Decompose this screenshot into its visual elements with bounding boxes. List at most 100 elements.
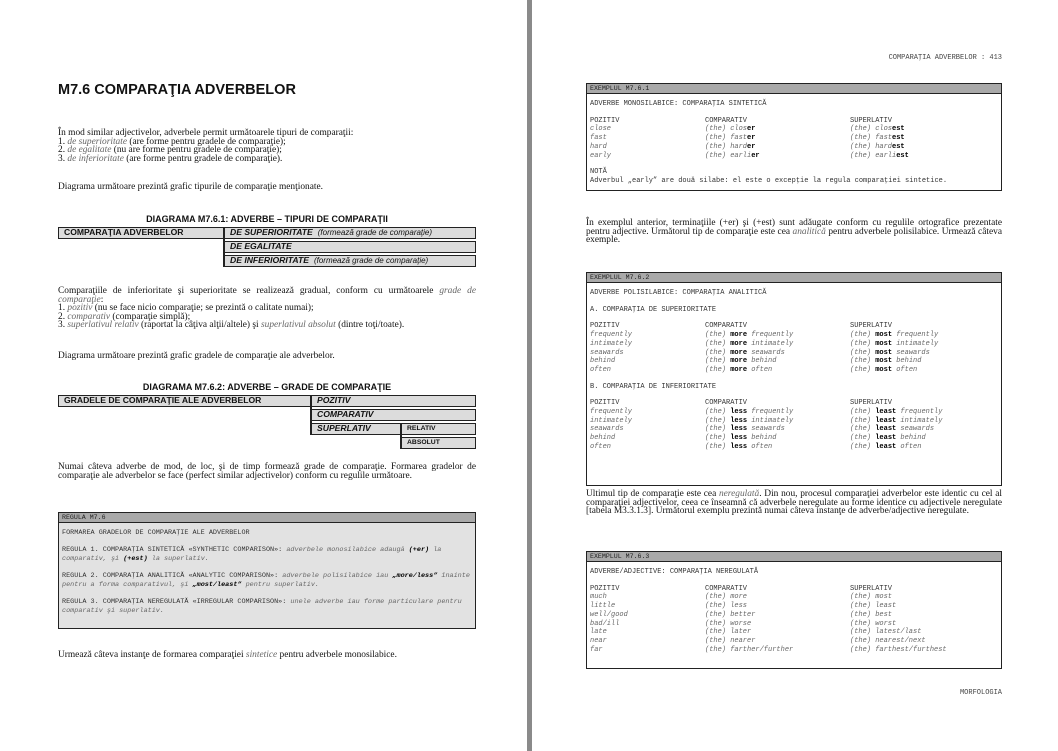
grades-list: Comparaţiile de inferioritate şi superio…: [58, 286, 476, 330]
text-segment: (the) less: [705, 602, 748, 611]
table-cell: seawards: [590, 425, 705, 434]
table-cell: little: [590, 602, 705, 611]
text-segment: (+er): [408, 546, 430, 554]
text-segment: unele adverbe iau forme particulare pent…: [62, 598, 462, 615]
text-segment: often: [747, 442, 773, 451]
branch-note: (formează grade de comparaţie): [317, 228, 433, 237]
diagram-1-branch: DE EGALITATE: [224, 241, 476, 253]
text-segment: est: [896, 151, 909, 160]
branch-note: (formează grade de comparaţie): [313, 256, 429, 265]
text-segment: (the) clos: [850, 125, 893, 134]
text-segment: intimately: [590, 416, 633, 425]
table-row: hard (the) harder (the) hardest: [590, 143, 997, 152]
text-segment: pentru superlativ.: [241, 581, 319, 589]
table-cell: close: [590, 125, 705, 134]
text-segment: (the): [850, 339, 876, 348]
table-cell: (the) least seawards: [850, 425, 997, 434]
column-header: COMPARATIV: [705, 584, 748, 593]
text-segment: frequently: [590, 408, 633, 417]
text-segment: Diagrama următoare prezintă grafic grade…: [58, 351, 335, 361]
text-segment: (the) nearer: [705, 636, 756, 645]
table-cell: (the) more often: [705, 366, 850, 375]
text-segment: (the): [850, 348, 876, 357]
text-segment: intimately: [896, 416, 943, 425]
table-cell: (the) better: [705, 611, 850, 620]
text-segment: more: [730, 339, 748, 348]
section-label: A. COMPARAŢIA DE SUPERIORITATE: [590, 305, 717, 314]
table-cell: (the) nearer: [705, 637, 850, 646]
text-segment: less: [730, 425, 748, 434]
text-segment: fast: [590, 134, 607, 143]
list-item: 1. pozitiv (nu se face nicio comparaţie;…: [58, 303, 476, 314]
table-cell: near: [590, 637, 705, 646]
text-segment: seawards: [747, 425, 785, 434]
text-segment: pentru adverbele monosilabice.: [277, 650, 397, 660]
text-segment: frequently: [747, 331, 794, 340]
column-header: COMPARATIV: [705, 322, 748, 331]
running-footer: MORFOLOGIA: [959, 689, 1002, 697]
text-segment: 1.: [58, 303, 68, 314]
text-segment: REGULA 2. COMPARAŢIA ANALITICĂ «ANALYTIC…: [62, 572, 283, 580]
text-segment: frequently: [892, 331, 939, 340]
text-segment: (the) farthest/furthest: [850, 645, 947, 654]
table-cell: far: [590, 646, 705, 655]
text-segment: er: [747, 142, 756, 151]
column-header: SUPERLATIV: [850, 116, 893, 125]
text-segment: superlativul absolut: [260, 320, 336, 331]
table-row: close (the) closer (the) closest: [590, 125, 997, 134]
table-row: seawards (the) more seawards (the) most se…: [590, 349, 997, 358]
text-segment: seawards: [896, 425, 935, 434]
rule-subtitle: FORMAREA GRADELOR DE COMPARAŢIE ALE ADVE…: [62, 529, 250, 537]
text-segment: frequently: [747, 408, 794, 417]
text-segment: behind: [590, 434, 616, 443]
note-text: Adverbul „early” are două silabe: el est…: [590, 176, 948, 185]
text-segment: est: [892, 125, 905, 134]
text-segment: close: [590, 125, 612, 134]
example-header: EXEMPLUL M7.6.1: [587, 84, 1001, 94]
text-segment: often: [896, 442, 922, 451]
table-cell: early: [590, 152, 705, 161]
text-segment: REGULA 3. COMPARAŢIA NEREGULATĂ «IRREGUL…: [62, 598, 291, 606]
example-box: EXEMPLUL M7.6.1 ADVERBE MONOSILABICE: CO…: [586, 83, 1002, 191]
text-segment: (the) nearest/next: [850, 636, 926, 645]
text-segment: intimately: [590, 339, 633, 348]
table-row: bad/ill (the) worse (the) worst: [590, 620, 997, 629]
text-segment: (the) more: [705, 593, 748, 602]
column-header: COMPARATIV: [705, 399, 748, 408]
example-header: EXEMPLUL M7.6.3: [587, 552, 1001, 562]
text-segment: most: [875, 365, 893, 374]
list-item: 3. superlativul relativ (raportat la câţ…: [58, 321, 476, 330]
paragraph: Comparaţiile de inferioritate şi superio…: [58, 286, 476, 304]
text-segment: (the): [850, 408, 876, 417]
text-segment: seawards: [892, 348, 930, 357]
text-segment: more: [730, 357, 748, 366]
text-segment: well/good: [590, 610, 628, 619]
text-segment: Numai câteva adverbe de mod, de loc, şi …: [58, 462, 476, 481]
list-item: 2. de egalitate (nu are forme pentru gra…: [58, 145, 476, 154]
text-segment: (the) hard: [705, 142, 748, 151]
table-cell: (the) least: [850, 602, 997, 611]
text-segment: (the) least: [850, 602, 897, 611]
text-segment: er: [747, 134, 756, 143]
example-box: EXEMPLUL M7.6.2 ADVERBE POLISILABICE: CO…: [586, 272, 1002, 486]
table-row: frequently (the) more frequently (the) mos…: [590, 331, 997, 340]
table-cell: (the) less seawards: [705, 425, 850, 434]
text-segment: (the) latest/last: [850, 628, 922, 637]
text-segment: (the): [705, 339, 731, 348]
text-segment: „more/less”: [392, 572, 438, 580]
table-cell: well/good: [590, 611, 705, 620]
text-segment: least: [875, 425, 897, 434]
table-cell: behind: [590, 434, 705, 443]
paragraph: Numai câteva adverbe de mod, de loc, şi …: [58, 462, 476, 481]
text-segment: (the): [705, 365, 731, 374]
text-segment: often: [590, 365, 612, 374]
paragraph: Ultimul tip de comparaţie este cea nereg…: [586, 489, 1002, 516]
table-row: intimately (the) less intimately (the) lea…: [590, 417, 997, 426]
text-segment: (nu se face nicio comparaţie; se prezint…: [92, 303, 314, 314]
text-segment: more: [730, 348, 748, 357]
text-segment: (the) best: [850, 610, 893, 619]
paragraph: În exemplul anterior, terminaţiile (+er)…: [586, 218, 1002, 244]
example-title: ADVERBE/ADJECTIVE: COMPARAŢIA NEREGULATĂ: [590, 568, 759, 576]
text-segment: (are forme pentru gradele de comparaţie)…: [123, 153, 283, 164]
text-segment: În exemplul anterior, terminaţiile (+er)…: [586, 218, 1002, 237]
